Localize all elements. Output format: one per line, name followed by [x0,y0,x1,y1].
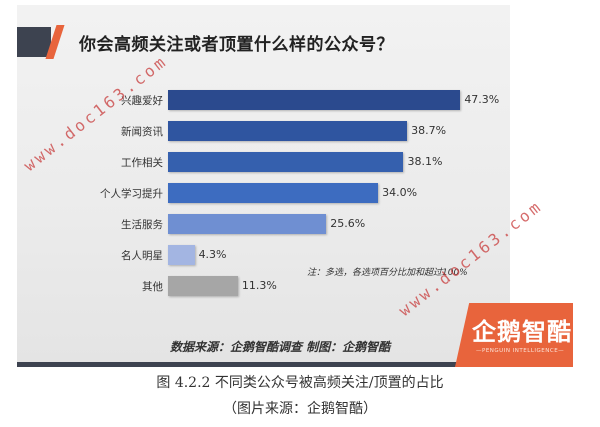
logo-background [455,303,573,367]
bar-row: 新闻资讯 38.7% [17,119,510,143]
bar-row: 兴趣爱好 47.3% [17,88,510,112]
logo-subtitle: —PENGUIN INTELLIGENCE— [476,348,565,354]
bar [168,90,461,110]
slide-panel: 你会高频关注或者顶置什么样的公众号？ 兴趣爱好 47.3% 新闻资讯 38.7% 工作相… [17,5,510,365]
penguin-logo: 企鹅智酷 [472,318,572,346]
bar-row: 其他 11.3% [17,274,510,298]
category-label: 兴趣爱好 [121,95,163,107]
value-label: 38.1% [407,155,443,168]
bar-row: 个人学习提升 34.0% [17,181,510,205]
bar [168,245,195,265]
value-label: 47.3% [464,93,500,106]
value-label: 11.3% [241,279,277,292]
category-label: 生活服务 [121,219,163,231]
category-label: 新闻资讯 [121,126,163,138]
chart-title: 你会高频关注或者顶置什么样的公众号？ [79,35,394,55]
bar [168,121,408,141]
bar-chart: 兴趣爱好 47.3% 新闻资讯 38.7% 工作相关 38.1% 个人学习提升 34.0% 生活… [17,83,510,303]
figure-caption: 图 4.2.2 不同类公众号被高频关注/顶置的占比 [156,375,444,391]
value-label: 4.3% [198,248,227,261]
figure-source: （图片来源：企鹅智酷） [223,401,377,417]
value-label: 34.0% [382,186,418,199]
chart-note: 注：多选，各选项百分比加和超过100% [307,268,468,278]
title-accent-bar [17,27,51,57]
bar [168,183,379,203]
bar [168,276,238,296]
category-label: 工作相关 [121,157,163,169]
bar-row: 工作相关 38.1% [17,150,510,174]
bar [168,152,404,172]
bar [168,214,327,234]
category-label: 名人明星 [121,250,163,262]
category-label: 其他 [142,281,163,293]
data-source: 数据来源：企鹅智酷调查 制图：企鹅智酷 [170,340,391,354]
bar-row: 生活服务 25.6% [17,212,510,236]
category-label: 个人学习提升 [100,188,163,200]
value-label: 38.7% [411,124,447,137]
footer-bar [17,362,497,367]
value-label: 25.6% [330,217,366,230]
bar-row: 名人明星 4.3% [17,243,510,267]
